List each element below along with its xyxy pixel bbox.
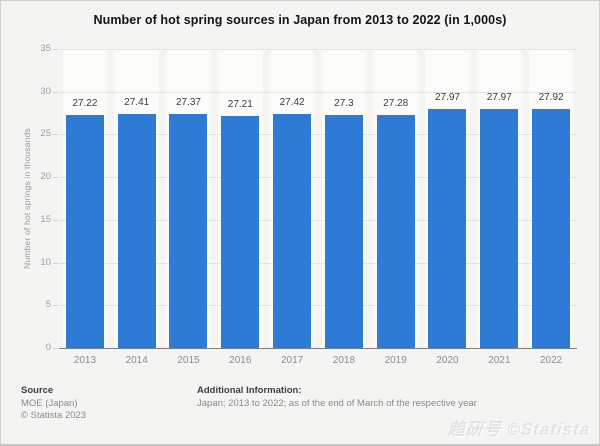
source-block: Source MOE (Japan) © Statista 2023 — [21, 385, 86, 423]
watermark: 趋研号 ©Statista — [447, 420, 592, 439]
y-axis-tick-label: 10 — [40, 256, 51, 268]
additional-info-text: Japan; 2013 to 2022; as of the end of Ma… — [197, 397, 477, 409]
bar-2022[interactable] — [532, 109, 571, 348]
y-axis-tick-mark — [53, 49, 58, 50]
gridline — [59, 262, 577, 264]
gridline — [59, 91, 577, 93]
x-axis-label: 2019 — [384, 355, 407, 366]
y-axis-tick-mark — [53, 305, 58, 307]
bar-value-label: 27.97 — [486, 92, 512, 104]
bar-column-2013: 27.22 2013 — [59, 49, 111, 366]
y-axis-tick-mark — [53, 134, 58, 136]
bar-column-2020: 27.97 2020 — [422, 49, 474, 366]
x-axis-label: 2015 — [177, 355, 200, 366]
x-axis-label: 2021 — [488, 355, 511, 366]
bar-2020[interactable] — [428, 109, 467, 348]
bar-2013[interactable] — [65, 115, 104, 348]
y-axis-labels: 35 30 25 20 15 10 5 0 — [1, 44, 51, 353]
y-axis-tick-mark — [53, 348, 58, 349]
bar-value-label: 27.92 — [538, 92, 564, 104]
bar-value-label: 27.28 — [383, 97, 409, 109]
gridline — [59, 49, 577, 50]
x-axis-label: 2013 — [73, 355, 97, 366]
bar-2015[interactable] — [169, 114, 208, 348]
y-axis-tick-label: 20 — [40, 171, 51, 183]
bar-column-2018: 27.3 2018 — [318, 49, 370, 366]
bar-column-2019: 27.28 2019 — [370, 49, 422, 366]
bar-column-2016: 27.21 2016 — [214, 49, 266, 366]
bar-2018[interactable] — [324, 114, 363, 348]
bar-value-label: 27.41 — [124, 96, 150, 108]
source-name: MOE (Japan) — [21, 397, 78, 409]
bar-2016[interactable] — [221, 115, 260, 348]
bar-value-label: 27.22 — [72, 98, 98, 110]
bar-value-label: 27.42 — [279, 96, 305, 108]
bar-2019[interactable] — [376, 114, 415, 348]
x-axis-label: 2022 — [539, 355, 563, 366]
bar-value-label: 27.3 — [334, 97, 354, 109]
bar-column-2014: 27.41 2014 — [111, 49, 163, 366]
additional-info-block: Additional Information: Japan; 2013 to 2… — [197, 385, 477, 410]
gridline — [59, 134, 577, 136]
y-axis-tick-label: 35 — [40, 43, 51, 54]
gridline — [59, 305, 577, 307]
gridline — [59, 177, 577, 179]
additional-info-label: Additional Information: — [197, 385, 302, 396]
bar-column-2017: 27.42 2017 — [266, 49, 318, 366]
y-axis-tick-label: 0 — [45, 342, 51, 353]
gridline — [59, 219, 577, 221]
y-axis-tick-mark — [53, 262, 58, 264]
y-axis-tick-label: 5 — [45, 299, 51, 311]
y-axis-tick-mark — [53, 91, 58, 93]
y-axis-tick-label: 25 — [40, 128, 51, 140]
bar-column-2021: 27.97 2021 — [473, 49, 525, 366]
x-axis-label: 2020 — [436, 355, 459, 366]
y-axis-tick-mark — [53, 219, 58, 221]
x-axis-label: 2018 — [332, 355, 356, 366]
x-axis-label: 2016 — [229, 355, 252, 366]
bar-2021[interactable] — [480, 109, 519, 348]
bar-column-2015: 27.37 2015 — [163, 49, 215, 366]
plot-area: 27.22 2013 27.41 2014 27.37 2015 27.21 2016 27.4… — [59, 49, 577, 366]
bar-2014[interactable] — [117, 113, 156, 348]
bar-value-label: 27.21 — [227, 98, 253, 110]
bar-value-label: 27.37 — [175, 97, 201, 109]
bar-value-label: 27.97 — [434, 92, 460, 104]
x-axis-label: 2014 — [125, 355, 148, 366]
y-axis-tick-label: 30 — [40, 85, 51, 97]
chart-title: Number of hot spring sources in Japan fr… — [93, 13, 507, 27]
source-label: Source — [21, 385, 54, 396]
bar-2017[interactable] — [273, 113, 312, 348]
x-axis-label: 2017 — [280, 355, 304, 366]
y-axis-tick-mark — [53, 177, 58, 179]
statista-copyright: © Statista 2023 — [21, 410, 87, 421]
bar-column-2022: 27.92 2022 — [525, 49, 577, 366]
y-axis-tick-label: 15 — [40, 213, 51, 225]
